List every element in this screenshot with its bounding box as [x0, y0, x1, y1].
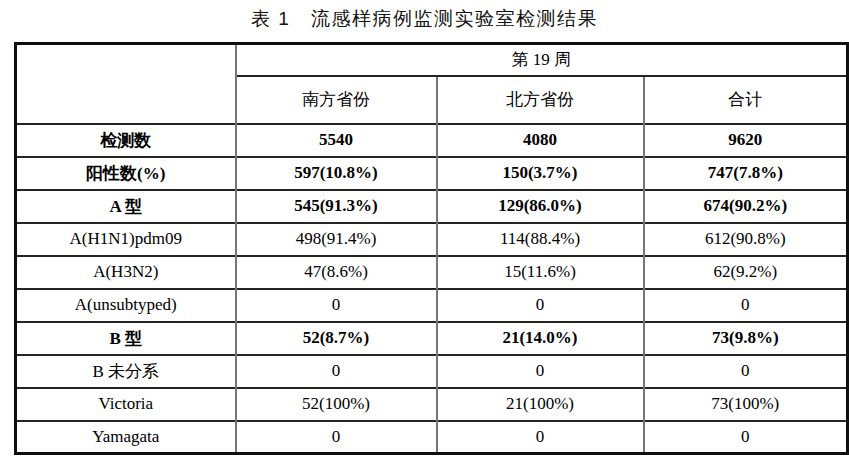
- table-row: A(unsubtyped) 0 0 0: [16, 289, 848, 322]
- col-header-total: 合计: [644, 76, 848, 124]
- table-row: Victoria 52(100%) 21(100%) 73(100%): [16, 388, 848, 421]
- table-row: 检测数 5540 4080 9620: [16, 124, 848, 157]
- cell-value: 612(90.8%): [644, 223, 848, 256]
- cell-value: 0: [437, 355, 644, 388]
- row-label: Victoria: [16, 388, 236, 421]
- cell-value: 150(3.7%): [437, 157, 644, 190]
- row-label: A(H3N2): [16, 256, 236, 289]
- cell-value: 545(91.3%): [236, 190, 437, 223]
- week-header-cell: 第 19 周: [236, 44, 848, 76]
- cell-value: 0: [236, 355, 437, 388]
- row-label: A(unsubtyped): [16, 289, 236, 322]
- cell-value: 52(8.7%): [236, 322, 437, 355]
- cell-value: 62(9.2%): [644, 256, 848, 289]
- table-row: B 型 52(8.7%) 21(14.0%) 73(9.8%): [16, 322, 848, 355]
- week-header-row: 第 19 周: [16, 44, 848, 76]
- row-label: 阳性数(%): [16, 157, 236, 190]
- flu-results-table: 第 19 周 南方省份 北方省份 合计 检测数 5540 4080 9620 阳…: [14, 42, 849, 455]
- cell-value: 21(14.0%): [437, 322, 644, 355]
- cell-value: 0: [437, 289, 644, 322]
- table-row: A 型 545(91.3%) 129(86.0%) 674(90.2%): [16, 190, 848, 223]
- cell-value: 747(7.8%): [644, 157, 848, 190]
- table-row: B 未分系 0 0 0: [16, 355, 848, 388]
- cell-value: 15(11.6%): [437, 256, 644, 289]
- cell-value: 129(86.0%): [437, 190, 644, 223]
- row-label: A 型: [16, 190, 236, 223]
- cell-value: 4080: [437, 124, 644, 157]
- table-caption: 表 1 流感样病例监测实验室检测结果: [0, 0, 849, 33]
- row-label: A(H1N1)pdm09: [16, 223, 236, 256]
- cell-value: 0: [236, 289, 437, 322]
- cell-value: 597(10.8%): [236, 157, 437, 190]
- cell-value: 0: [644, 289, 848, 322]
- row-label: B 型: [16, 322, 236, 355]
- table-row: A(H3N2) 47(8.6%) 15(11.6%) 62(9.2%): [16, 256, 848, 289]
- cell-value: 0: [644, 421, 848, 454]
- cell-value: 47(8.6%): [236, 256, 437, 289]
- row-label: Yamagata: [16, 421, 236, 454]
- cell-value: 5540: [236, 124, 437, 157]
- cell-value: 114(88.4%): [437, 223, 644, 256]
- cell-value: 21(100%): [437, 388, 644, 421]
- cell-value: 0: [644, 355, 848, 388]
- cell-value: 674(90.2%): [644, 190, 848, 223]
- col-header-south-provinces: 南方省份: [236, 76, 437, 124]
- row-label: B 未分系: [16, 355, 236, 388]
- cell-value: 73(100%): [644, 388, 848, 421]
- cell-value: 9620: [644, 124, 848, 157]
- cell-value: 52(100%): [236, 388, 437, 421]
- table-row: Yamagata 0 0 0: [16, 421, 848, 454]
- cell-value: 73(9.8%): [644, 322, 848, 355]
- cell-value: 498(91.4%): [236, 223, 437, 256]
- cell-value: 0: [236, 421, 437, 454]
- cell-value: 0: [437, 421, 644, 454]
- table-row: 阳性数(%) 597(10.8%) 150(3.7%) 747(7.8%): [16, 157, 848, 190]
- corner-cell: [16, 44, 236, 124]
- col-header-north-provinces: 北方省份: [437, 76, 644, 124]
- row-label: 检测数: [16, 124, 236, 157]
- table-row: A(H1N1)pdm09 498(91.4%) 114(88.4%) 612(9…: [16, 223, 848, 256]
